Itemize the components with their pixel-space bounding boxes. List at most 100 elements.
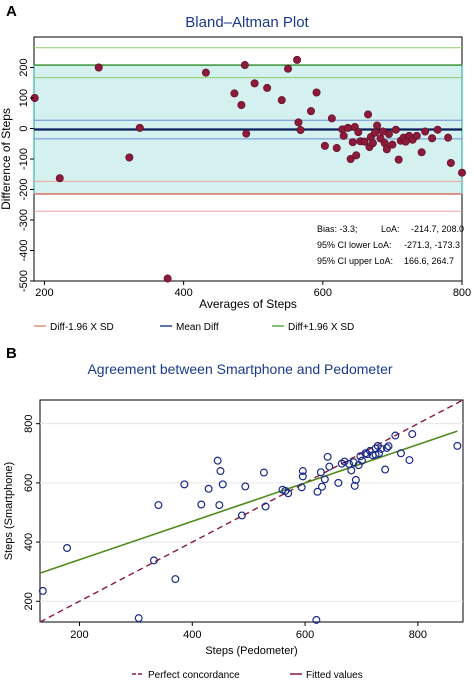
stat-ci-upper-label: 95% CI upper LoA: [317,256,393,266]
data-point [230,89,239,98]
data-point [149,556,158,565]
data-point [201,68,210,77]
data-point [347,466,356,475]
data-point [325,462,334,471]
y-tick-label: -300 [18,209,30,231]
data-point [371,128,380,137]
y-tick-label: -200 [18,178,30,200]
data-point [298,467,307,476]
data-point [377,444,386,453]
data-point [241,482,250,491]
x-tick-label: 200 [35,287,53,299]
data-point [391,125,400,134]
stat-ci-lower-label: 95% CI lower LoA: [317,240,392,250]
legend-label-1: Mean Diff [176,322,219,333]
data-point [242,129,251,138]
data-point [332,144,341,153]
y-tick-label: 800 [23,415,35,433]
stat-ci-upper-value: 166.6, 264.7 [404,256,454,266]
data-point [237,101,246,110]
x-axis-label: Steps (Pedometer) [205,645,297,657]
data-point [446,158,455,167]
data-point [384,442,393,451]
y-tick-label: 600 [23,474,35,492]
data-point [218,480,227,489]
y-tick-label: -400 [18,239,30,261]
data-point [312,88,321,97]
data-point [277,96,286,105]
x-tick-label: 800 [453,287,471,299]
legend-label-0: Perfect concordance [148,670,240,681]
data-point [163,274,172,283]
data-point [348,138,357,147]
data-point [154,501,163,510]
y-tick-label: 200 [18,58,30,76]
fitted-values-line [39,430,458,574]
chart-title: Agreement between Smartphone and Pedomet… [87,361,392,377]
y-axis-label: Difference of Steps [0,108,13,210]
y-tick-label: -500 [18,270,30,292]
data-point [421,127,430,136]
legend-label-0: Diff-1.96 X SD [50,322,114,333]
x-tick-label: 600 [296,629,314,641]
panel-label: B [6,345,17,362]
data-point [297,483,306,492]
y-tick-label: 0 [18,125,30,131]
data-point [382,145,391,154]
data-point [382,443,391,452]
x-tick-label: 600 [314,287,332,299]
data-point [396,449,405,458]
data-point [312,615,321,624]
data-point [408,430,417,439]
data-point [320,475,329,484]
stat-loa-label: LoA: [381,224,400,234]
data-point [237,511,246,520]
data-point [296,126,305,135]
data-point [216,467,225,476]
data-point [346,155,355,164]
data-point [433,125,442,134]
data-point [381,465,390,474]
data-point [293,55,302,64]
data-point [428,134,437,143]
legend-label-1: Fitted values [306,670,363,681]
data-point [453,441,462,450]
x-axis-label: Averages of Steps [199,297,297,311]
data-point [38,586,47,595]
data-point [417,148,426,157]
y-tick-label: 400 [23,533,35,551]
data-point [284,489,293,498]
agreement-chart: B Agreement between Smartphone and Pedome… [3,345,464,681]
data-point [261,502,270,511]
bland-altman-chart: A Bland–Altman Plot 200 400 600 800 -500 -400 -3… [0,3,471,333]
data-point [213,456,222,465]
data-point [204,484,213,493]
data-point [180,480,189,489]
chart-title: Bland–Altman Plot [185,14,309,31]
data-point [334,478,343,487]
data-point [391,431,400,440]
data-point [259,468,268,477]
data-point [320,141,329,150]
legend-label-2: Diff+1.96 X SD [288,322,354,333]
data-point [457,168,466,177]
data-point [298,472,307,481]
data-point [405,456,414,465]
data-point [171,575,180,584]
data-point [343,123,352,132]
data-point [135,123,144,132]
data-point [373,121,382,130]
data-point [384,129,393,138]
data-point [412,131,421,140]
data-point [327,114,336,123]
data-point [364,110,373,119]
data-point [368,139,377,148]
data-point [215,501,224,510]
y-tick-label: -100 [18,148,30,170]
stat-loa-value: -214.7, 208.0 [411,224,464,234]
data-point [318,482,327,491]
data-point [197,500,206,509]
x-tick-label: 200 [70,629,88,641]
data-point [351,475,360,484]
y-axis-label: Steps (Smartphone) [3,462,15,560]
